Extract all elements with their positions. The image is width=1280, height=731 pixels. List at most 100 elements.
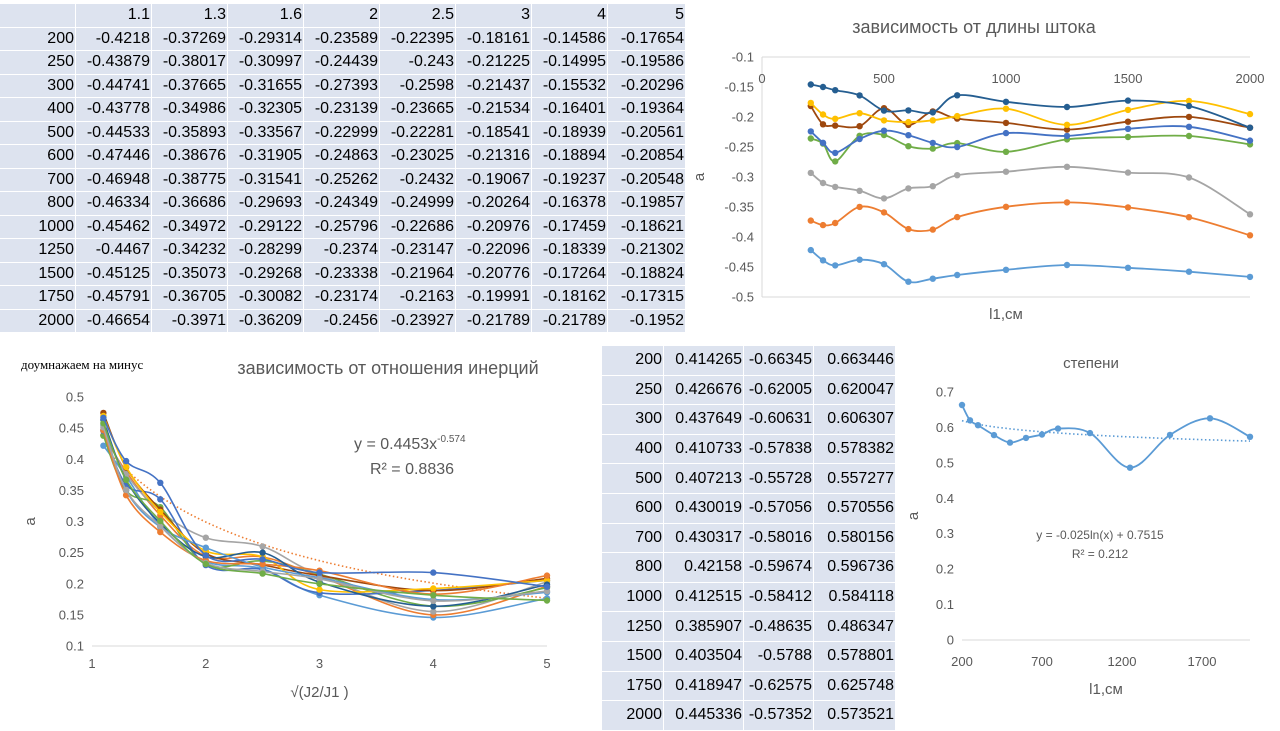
chart-inertia-ratio-svg: зависимость от отношения инерций0.50.450…	[22, 358, 551, 701]
data-point	[819, 139, 827, 146]
series-line	[102, 417, 548, 588]
table-cell: -0.20296	[607, 74, 686, 98]
table-cell: -0.46654	[75, 309, 152, 333]
table-cell: 0.596736	[813, 552, 896, 583]
table-cell: -0.38775	[151, 168, 228, 192]
table-cell: -0.24439	[303, 50, 380, 75]
data-point	[905, 107, 912, 114]
table-cell: -0.17264	[531, 262, 608, 286]
table-cell: 0.430317	[663, 523, 744, 554]
row-header: 500	[602, 463, 664, 494]
table-cell: -0.2598	[379, 74, 456, 98]
data-point	[1124, 97, 1132, 104]
row-header: 400	[602, 434, 664, 465]
table-row: 300 0.437649 -0.60631 0.606307	[602, 404, 896, 435]
table-cell: 0.437649	[663, 404, 744, 435]
table-cell: -0.21534	[455, 97, 532, 122]
data-point	[819, 83, 827, 91]
data-point	[316, 575, 323, 583]
table-cell: -0.21964	[379, 262, 456, 286]
table-cell: 0.414265	[663, 346, 744, 376]
table-cell: -0.34972	[151, 215, 228, 239]
table-cell: -0.35073	[151, 262, 228, 286]
table-cell: -0.16378	[531, 191, 608, 216]
data-point	[929, 145, 936, 152]
table-cell: -0.2432	[379, 168, 456, 192]
data-point	[259, 570, 266, 577]
chart-exponents: степени 0.7 0.6 0.5 0.4 0.3 0.2 0.1 0 200 700 1200 1…	[898, 348, 1280, 720]
y-tick-label: 0.1	[66, 639, 84, 654]
row-header: 250	[602, 375, 664, 406]
table-cell: -0.23174	[303, 285, 380, 310]
table-row: 200 0.414265 -0.66345 0.663446	[602, 346, 896, 376]
table-cell: -0.5788	[743, 641, 814, 672]
table-cell: -0.23589	[303, 27, 380, 51]
data-point	[1166, 431, 1174, 439]
data-point	[1185, 214, 1193, 221]
table-cell: 0.570556	[813, 493, 896, 524]
table-cell: -0.2456	[303, 309, 380, 333]
x-tick-label: 1000	[992, 71, 1021, 86]
data-point	[1054, 425, 1062, 432]
y-tick-label: 0.5	[936, 455, 954, 470]
table-cell: -0.24349	[303, 191, 380, 216]
series-10	[100, 427, 551, 598]
x-tick-label: 700	[1031, 654, 1053, 669]
row-header: 1750	[602, 671, 664, 702]
data-point	[1246, 232, 1254, 239]
table-cell: 0.403504	[663, 641, 744, 672]
chart-title: зависимость от отношения инерций	[237, 358, 538, 378]
data-point	[832, 115, 839, 123]
y-tick-label: -0.5	[732, 290, 754, 305]
column-header: 1.3	[151, 4, 228, 28]
table-cell: -0.23927	[379, 309, 456, 333]
table-cell: -0.18161	[455, 27, 532, 51]
x-tick-label: 200	[951, 654, 973, 669]
column-header: 3	[455, 4, 532, 28]
data-point	[819, 179, 827, 187]
table-cell: -0.25796	[303, 215, 380, 239]
row-header: 1500	[602, 641, 664, 672]
row-header: 2000	[0, 309, 76, 333]
table-cell: -0.57352	[743, 700, 814, 731]
chart-inertia-ratio: зависимость от отношения инерций 0.5 0.45 0…	[0, 348, 600, 720]
table-cell: 0.557277	[813, 463, 896, 494]
data-point	[880, 209, 888, 216]
table-cell: -0.243	[379, 50, 456, 75]
data-point	[1185, 174, 1193, 181]
table-cell: -0.58016	[743, 523, 814, 554]
table-cell: -0.23338	[303, 262, 380, 286]
data-point	[259, 561, 266, 568]
data-point	[880, 117, 888, 124]
table-cell: -0.20561	[607, 121, 686, 145]
table-cell: 0.445336	[663, 700, 744, 731]
table-cell: -0.18621	[607, 215, 686, 239]
y-axis-label: a	[22, 517, 39, 526]
table-cell: -0.30082	[227, 285, 304, 310]
data-point	[807, 246, 814, 254]
table-cell: -0.66345	[743, 346, 814, 376]
series-1	[958, 401, 1254, 471]
series-8	[807, 81, 1254, 131]
data-point	[157, 517, 164, 525]
table-cell: -0.4218	[75, 27, 152, 51]
table-cell: 0.418947	[663, 671, 744, 702]
table-cell: -0.19237	[531, 168, 608, 192]
data-point	[832, 87, 839, 94]
data-point	[954, 92, 961, 99]
table-cell: 0.407213	[663, 463, 744, 494]
table-cell: -0.36209	[227, 309, 304, 333]
table-row: 700 0.430317 -0.58016 0.580156	[602, 523, 896, 554]
data-point	[929, 183, 936, 190]
series-13	[100, 414, 551, 590]
table-cell: 0.410733	[663, 434, 744, 465]
table-cell: -0.21789	[531, 309, 608, 333]
x-tick-label: 0	[758, 71, 765, 86]
table-cell: 0.486347	[813, 611, 896, 642]
table-cell: -0.23665	[379, 97, 456, 122]
row-header: 800	[0, 191, 76, 216]
y-tick-label: -0.2	[732, 110, 754, 125]
series-4	[807, 131, 1254, 165]
trendline-r-squared: R² = 0.212	[1072, 547, 1129, 561]
data-point	[990, 431, 998, 439]
